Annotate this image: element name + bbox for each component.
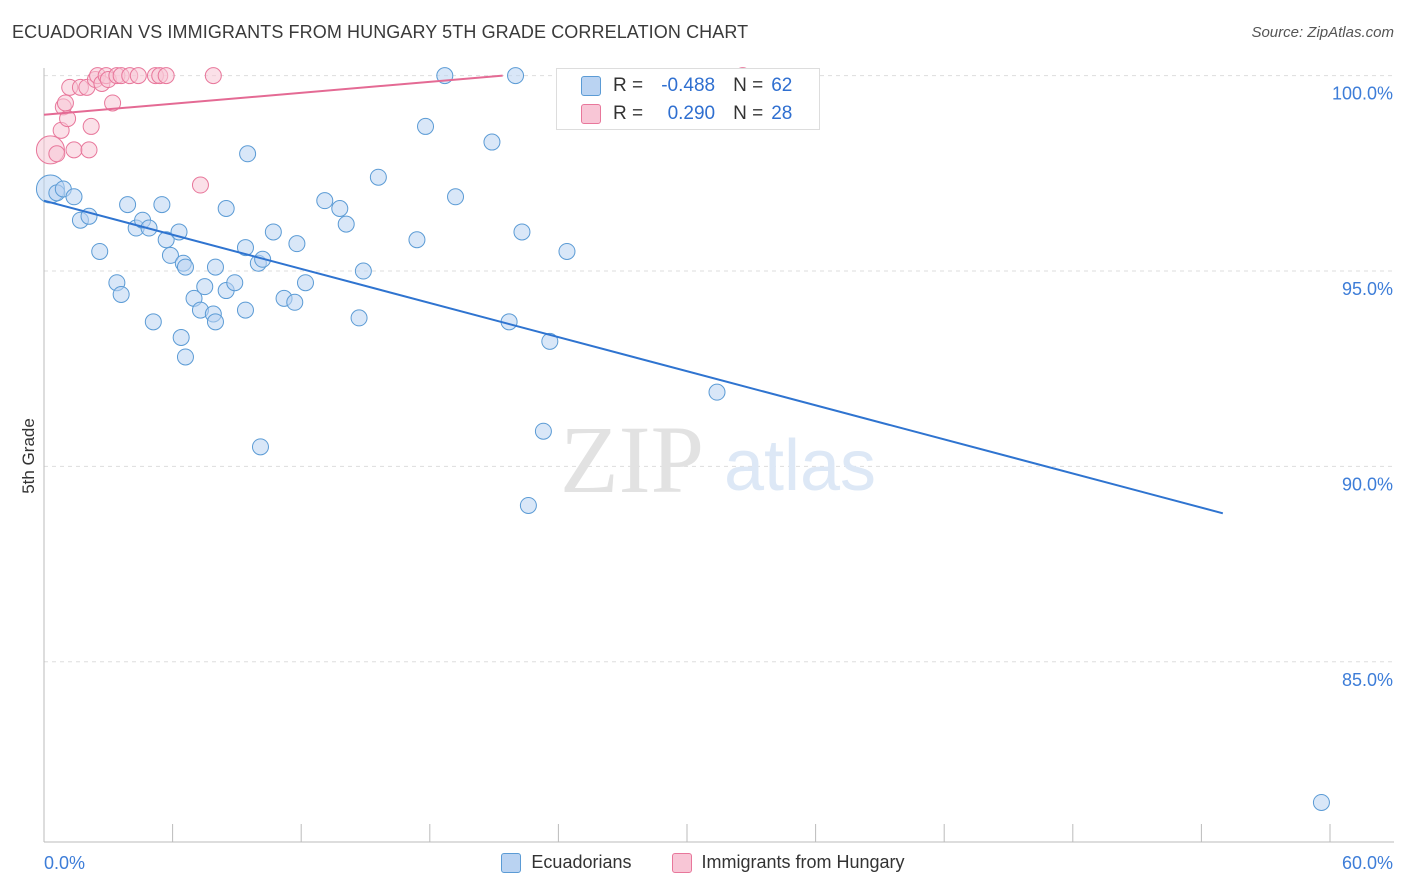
- stats-swatch-blue: [581, 76, 601, 96]
- ecuadorian-point: [217, 199, 235, 217]
- hungary-point: [129, 67, 147, 85]
- y-tick-labels: 100.0% 95.0% 90.0% 85.0%: [1332, 84, 1393, 690]
- ecuadorian-point: [541, 332, 559, 350]
- hungary-point: [157, 67, 175, 85]
- hungary-point: [204, 67, 222, 85]
- ecuadorian-point: [316, 192, 334, 210]
- hungary-point: [65, 141, 83, 159]
- y-axis-label: 5th Grade: [19, 418, 38, 494]
- ecuadorian-point: [153, 196, 171, 214]
- ecuadorian-point: [350, 309, 368, 327]
- x-tick-label: 0.0%: [44, 853, 85, 873]
- y-tick-label: 100.0%: [1332, 84, 1393, 104]
- gridlines: [44, 75, 1394, 663]
- stats-swatch-pink: [581, 104, 601, 124]
- ecuadorian-point: [286, 293, 304, 311]
- hungary-points: [35, 67, 752, 194]
- ecuadorian-point: [507, 67, 525, 85]
- watermark-atlas: atlas: [724, 426, 876, 506]
- stats-r-value: 0.290: [667, 103, 716, 124]
- watermark: ZIP atlas: [560, 406, 876, 513]
- legend-label: Ecuadorians: [531, 852, 632, 872]
- ecuadorian-point: [354, 262, 372, 280]
- stats-r-label: R =: [613, 75, 644, 96]
- hungary-point: [48, 145, 66, 163]
- ecuadorian-point: [331, 199, 349, 217]
- ecuadorian-point: [91, 242, 109, 260]
- legend-item-hungary[interactable]: Immigrants from Hungary: [671, 852, 905, 873]
- ecuadorian-point: [161, 246, 179, 264]
- ecuadorian-point: [1312, 793, 1330, 811]
- ecuadorian-point: [558, 242, 576, 260]
- ecuadorian-point: [176, 348, 194, 366]
- stats-r-value: -0.488: [661, 75, 716, 96]
- stats-box: R = -0.488 N = 62 R = 0.290 N = 28: [556, 68, 820, 130]
- ecuadorian-point: [251, 438, 269, 456]
- ecuadorian-point: [369, 168, 387, 186]
- ecuadorian-point: [408, 231, 426, 249]
- hungary-point: [82, 117, 100, 135]
- ecuadorian-point: [513, 223, 531, 241]
- ecuadorian-trend-line: [43, 199, 1224, 515]
- ecuadorian-point: [236, 239, 254, 257]
- ecuadorian-point: [196, 278, 214, 296]
- ecuadorian-point: [447, 188, 465, 206]
- ecuadorian-point: [144, 313, 162, 331]
- ecuadorian-point: [176, 258, 194, 276]
- stats-row-hungary: R = 0.290 N = 28: [581, 100, 793, 128]
- ecuadorian-point: [65, 188, 83, 206]
- ecuadorian-point: [119, 196, 137, 214]
- ecuadorian-point: [112, 285, 130, 303]
- ecuadorian-point: [239, 145, 257, 163]
- legend-swatch-pink: [671, 852, 692, 873]
- stats-n-label: N =: [733, 75, 764, 96]
- hungary-trend-line: [43, 74, 503, 116]
- ecuadorian-point: [206, 258, 224, 276]
- ecuadorian-point: [534, 422, 552, 440]
- axes: [43, 68, 1394, 843]
- source-label: Source: ZipAtlas.com: [1251, 24, 1394, 41]
- legend-item-ecuadorians[interactable]: Ecuadorians: [501, 852, 632, 873]
- trend-lines: [43, 74, 1224, 515]
- hungary-point: [59, 110, 77, 128]
- ecuadorian-point: [206, 313, 224, 331]
- ecuadorian-point: [483, 133, 501, 151]
- x-tick-labels: 0.0% 60.0%: [44, 853, 1393, 873]
- ecuadorian-point: [288, 235, 306, 253]
- ecuadorian-point: [236, 301, 254, 319]
- ecuadorian-point: [417, 117, 435, 135]
- hungary-point: [104, 94, 122, 112]
- hungary-point: [80, 141, 98, 159]
- legend-label: Immigrants from Hungary: [701, 852, 905, 872]
- y-tick-label: 85.0%: [1342, 670, 1393, 690]
- ecuadorian-point: [264, 223, 282, 241]
- ecuadorian-point: [172, 328, 190, 346]
- chart-title: ECUADORIAN VS IMMIGRANTS FROM HUNGARY 5T…: [12, 22, 749, 42]
- legend: Ecuadorians Immigrants from Hungary: [0, 852, 1406, 873]
- ecuadorian-point: [708, 383, 726, 401]
- ecuadorian-point: [519, 496, 537, 514]
- ecuadorian-point: [226, 274, 244, 292]
- stats-n-value: 28: [771, 103, 793, 124]
- ecuadorian-point: [157, 231, 175, 249]
- stats-row-ecuadorians: R = -0.488 N = 62: [581, 72, 793, 100]
- ecuadorian-point: [337, 215, 355, 233]
- stats-r-label: R =: [613, 103, 644, 124]
- y-tick-label: 95.0%: [1342, 279, 1393, 299]
- x-tick-label: 60.0%: [1342, 853, 1393, 873]
- hungary-point: [191, 176, 209, 194]
- y-tick-label: 90.0%: [1342, 474, 1393, 494]
- ecuadorian-points: [35, 67, 1330, 811]
- watermark-zip: ZIP: [560, 406, 704, 513]
- stats-n-value: 62: [771, 75, 793, 96]
- hungary-point: [56, 94, 74, 112]
- ecuadorian-point: [296, 274, 314, 292]
- legend-swatch-blue: [501, 852, 522, 873]
- stats-n-label: N =: [733, 103, 764, 124]
